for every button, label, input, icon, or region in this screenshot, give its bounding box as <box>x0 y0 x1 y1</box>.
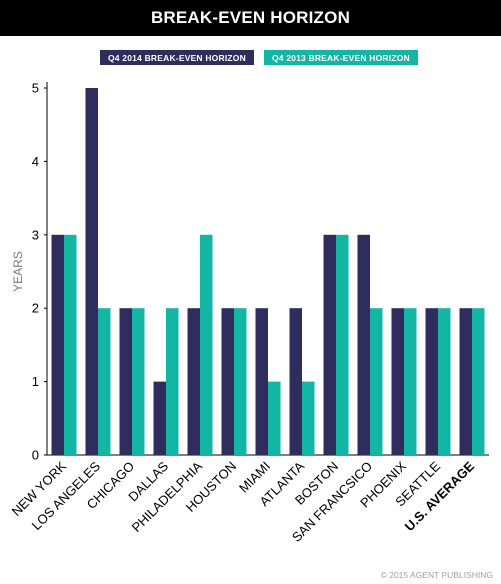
bar-q4-2013 <box>64 234 77 455</box>
bar-q4-2014 <box>221 308 234 455</box>
y-tick-label: 5 <box>32 81 39 96</box>
bar-q4-2014 <box>51 234 64 455</box>
bar-q4-2013 <box>302 381 315 455</box>
copyright-notice: © 2015 AGENT PUBLISHING <box>380 570 493 580</box>
bar-q4-2013 <box>268 381 281 455</box>
bar-q4-2014 <box>289 308 302 455</box>
y-tick-label: 3 <box>32 227 39 242</box>
bar-q4-2013 <box>438 308 451 455</box>
bar-q4-2013 <box>336 234 349 455</box>
legend-item-q4-2013: Q4 2013 BREAK-EVEN HORIZON <box>263 50 418 65</box>
bar-q4-2013 <box>370 308 383 455</box>
legend: Q4 2014 BREAK-EVEN HORIZON Q4 2013 BREAK… <box>100 50 418 65</box>
bar-q4-2014 <box>323 234 336 455</box>
bar-q4-2013 <box>166 308 179 455</box>
bar-q4-2014 <box>391 308 404 455</box>
bar-q4-2013 <box>472 308 485 455</box>
bar-q4-2014 <box>425 308 438 455</box>
y-tick-label: 2 <box>32 301 39 316</box>
bar-q4-2014 <box>459 308 472 455</box>
bar-q4-2013 <box>404 308 417 455</box>
bar-q4-2014 <box>255 308 268 455</box>
bar-q4-2014 <box>85 88 98 455</box>
bar-q4-2013 <box>132 308 145 455</box>
y-tick-label: 4 <box>32 154 39 169</box>
bar-q4-2013 <box>234 308 247 455</box>
chart-title: BREAK-EVEN HORIZON <box>0 0 501 36</box>
bar-q4-2014 <box>119 308 132 455</box>
legend-item-q4-2014: Q4 2014 BREAK-EVEN HORIZON <box>100 50 254 65</box>
bar-q4-2014 <box>357 234 370 455</box>
bar-q4-2014 <box>153 381 166 455</box>
y-tick-label: 0 <box>32 448 39 463</box>
y-axis-title: YEARS <box>11 251 25 292</box>
bar-q4-2013 <box>98 308 111 455</box>
y-tick-label: 1 <box>32 374 39 389</box>
bar-q4-2013 <box>200 234 213 455</box>
bar-q4-2014 <box>187 308 200 455</box>
